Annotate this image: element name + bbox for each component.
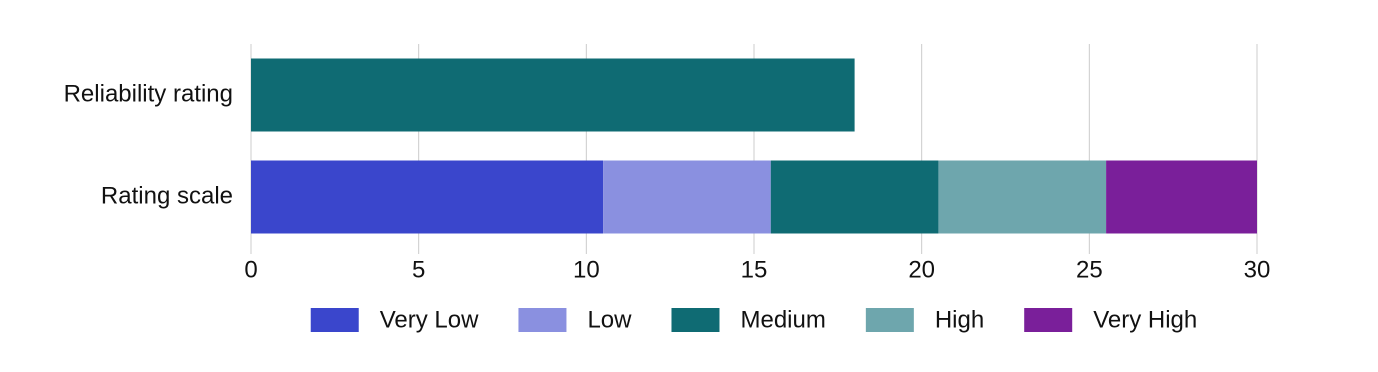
- x-tick-label: 5: [412, 256, 425, 283]
- legend-label: High: [935, 306, 984, 333]
- legend-swatch: [865, 308, 914, 332]
- y-tick-label: Rating scale: [101, 182, 233, 209]
- x-tick-label: 0: [244, 256, 257, 283]
- x-tick-label: 25: [1076, 256, 1103, 283]
- x-tick-label: 20: [908, 256, 935, 283]
- legend-label: Low: [587, 306, 632, 333]
- legend-swatch: [671, 308, 720, 332]
- legend-label: Medium: [740, 306, 825, 333]
- legend-swatch: [310, 308, 359, 332]
- legend-swatch: [1024, 308, 1073, 332]
- y-tick-label: Reliability rating: [64, 80, 233, 107]
- bar-segment: [251, 160, 604, 234]
- bar-segment: [1106, 160, 1257, 234]
- bar-segment: [770, 160, 939, 234]
- bar-segment: [938, 160, 1107, 234]
- x-tick-label: 15: [741, 256, 768, 283]
- x-tick-label: 30: [1244, 256, 1271, 283]
- legend-swatch: [518, 308, 567, 332]
- legend-label: Very High: [1093, 306, 1197, 333]
- bar-segment: [603, 160, 771, 234]
- legend-label: Very Low: [380, 306, 479, 333]
- x-tick-label: 10: [573, 256, 600, 283]
- bar-segment: [251, 58, 855, 132]
